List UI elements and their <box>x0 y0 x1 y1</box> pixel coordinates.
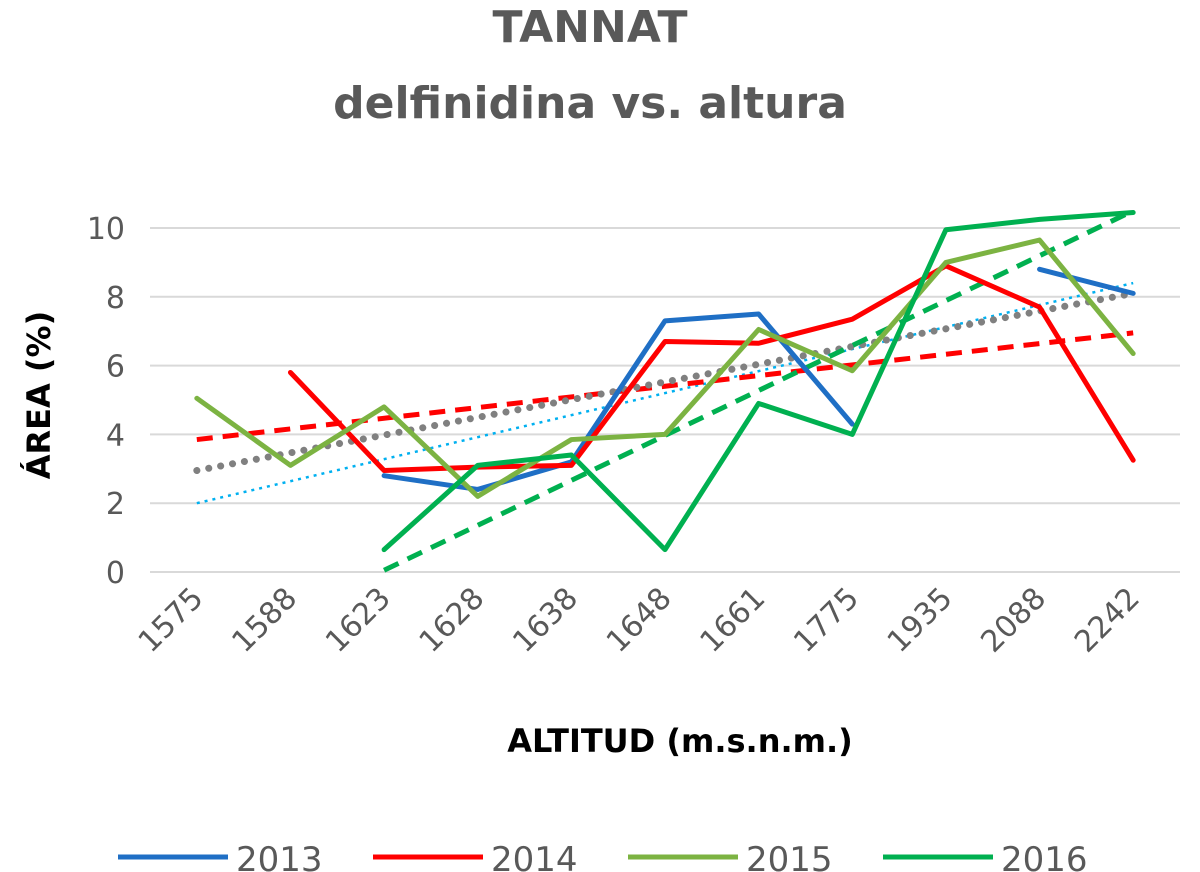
trendline-2 <box>196 330 1134 443</box>
x-tick-label: 1575 <box>132 581 211 660</box>
x-tick-label: 1648 <box>600 581 679 660</box>
series-line-2016 <box>381 210 1136 553</box>
series-line-2013 <box>381 266 1136 492</box>
x-tick-label: 1775 <box>787 581 866 660</box>
series-lines <box>194 210 1136 553</box>
legend-label: 2014 <box>491 840 578 872</box>
chart-title: TANNAT <box>493 2 688 53</box>
y-tick-label: 4 <box>106 418 125 453</box>
legend-label: 2015 <box>746 840 833 872</box>
x-tick-label: 1588 <box>225 581 304 660</box>
x-tick-label: 1661 <box>694 581 773 660</box>
y-tick-label: 10 <box>87 212 125 247</box>
x-tick-label: 1623 <box>319 581 398 660</box>
legend-label: 2016 <box>1001 840 1088 872</box>
x-tick-label: 2242 <box>1068 581 1147 660</box>
trendline-4 <box>383 208 1135 573</box>
x-tick-label: 2088 <box>974 581 1053 660</box>
series-line-2014 <box>287 263 1136 474</box>
y-tick-label: 8 <box>106 281 125 316</box>
y-axis-title: ÁREA (%) <box>20 311 58 479</box>
chart-subtitle: delfinidina vs. altura <box>333 78 847 129</box>
series-line-2015 <box>194 237 1136 499</box>
y-tick-label: 2 <box>106 487 125 522</box>
x-axis-title: ALTITUD (m.s.n.m.) <box>507 722 853 760</box>
gridlines <box>150 227 1180 573</box>
x-tick-label: 1638 <box>506 581 585 660</box>
y-axis-ticks: 0 2 4 6 8 10 <box>87 212 125 591</box>
legend-label: 2013 <box>236 840 323 872</box>
x-axis-ticks: 1575 1588 1623 1628 1638 1648 1661 1775 1935 2088… <box>132 581 1147 660</box>
legend: 2013 2014 2015 2016 <box>118 840 1088 872</box>
y-tick-label: 6 <box>106 350 125 385</box>
y-tick-label: 0 <box>106 556 125 591</box>
trendline-1 <box>196 281 1134 505</box>
x-tick-label: 1935 <box>881 581 960 660</box>
x-tick-label: 1628 <box>413 581 492 660</box>
trendlines <box>193 208 1137 573</box>
